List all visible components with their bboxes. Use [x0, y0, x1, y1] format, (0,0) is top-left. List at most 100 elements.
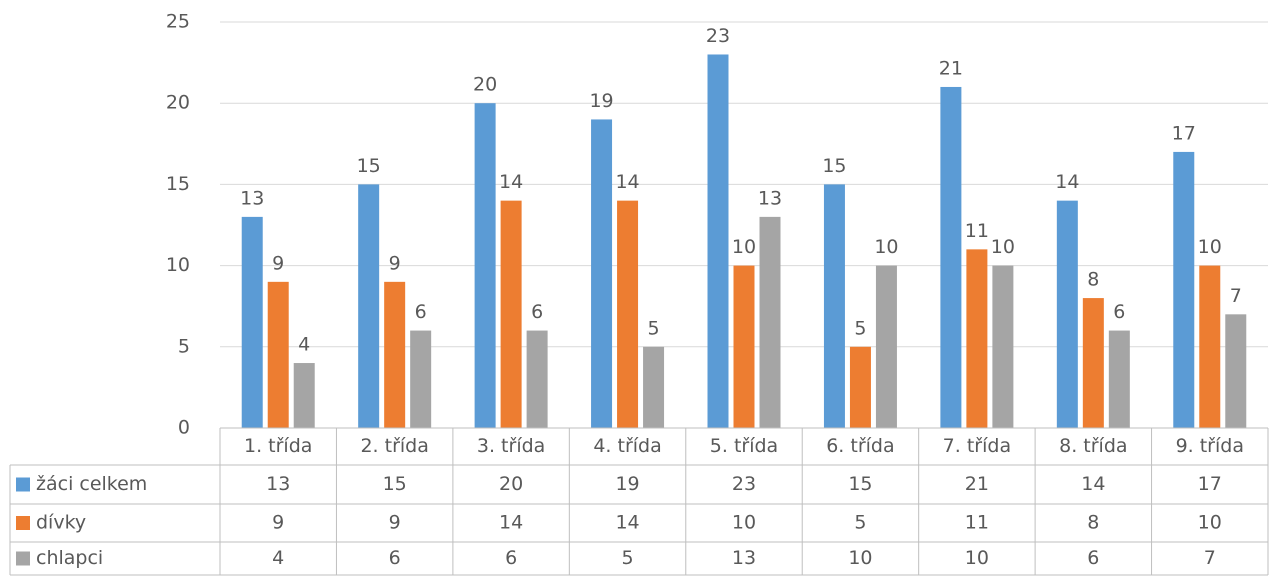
y-tick-label: 20 — [166, 92, 190, 114]
y-tick-label: 25 — [166, 11, 190, 33]
bar — [643, 346, 665, 428]
y-tick-label: 0 — [178, 417, 190, 439]
table-value: 4 — [272, 547, 284, 569]
data-label: 17 — [1172, 122, 1196, 144]
legend-key — [16, 516, 30, 530]
x-tick-label: 4. třída — [593, 435, 661, 457]
bar — [410, 330, 432, 428]
data-label: 13 — [240, 187, 264, 209]
bar — [849, 346, 871, 428]
data-label: 11 — [965, 220, 989, 242]
table-value: 10 — [848, 547, 872, 569]
data-label: 15 — [822, 155, 846, 177]
table-value: 14 — [499, 512, 523, 534]
x-tick-label: 1. třída — [244, 435, 312, 457]
data-label: 4 — [298, 334, 310, 356]
legend-key — [16, 477, 30, 492]
bar — [1199, 265, 1221, 428]
data-label: 5 — [648, 317, 660, 339]
bar — [1225, 314, 1247, 428]
table-value: 8 — [1087, 512, 1099, 534]
table-value: 10 — [965, 547, 989, 569]
data-label: 14 — [615, 171, 639, 193]
table-value: 10 — [1198, 512, 1222, 534]
table-value: 5 — [854, 512, 866, 534]
table-value: 15 — [383, 473, 407, 495]
data-label: 14 — [499, 171, 523, 193]
legend-label: chlapci — [36, 547, 103, 569]
data-label: 23 — [706, 25, 730, 47]
bar — [992, 265, 1014, 428]
table-value: 14 — [1081, 473, 1105, 495]
table-value: 11 — [965, 512, 989, 534]
table-value: 20 — [499, 473, 523, 495]
bar — [875, 265, 897, 428]
data-label: 6 — [1113, 301, 1125, 323]
table-value: 13 — [266, 473, 290, 495]
data-label: 21 — [939, 57, 963, 79]
table-value: 15 — [848, 473, 872, 495]
bar — [526, 330, 548, 428]
bar — [823, 184, 845, 428]
data-label: 6 — [415, 301, 427, 323]
table-value: 23 — [732, 473, 756, 495]
table-value: 5 — [622, 547, 634, 569]
x-tick-label: 7. třída — [943, 435, 1011, 457]
bar — [591, 119, 613, 428]
table-value: 9 — [272, 512, 284, 534]
table-value: 17 — [1198, 473, 1222, 495]
table-value: 14 — [615, 512, 639, 534]
data-label: 10 — [991, 236, 1015, 258]
table-value: 7 — [1204, 547, 1216, 569]
y-tick-label: 15 — [166, 173, 190, 195]
data-label: 14 — [1055, 171, 1079, 193]
bar — [1082, 298, 1104, 428]
x-tick-label: 6. třída — [826, 435, 894, 457]
data-label: 13 — [758, 187, 782, 209]
legend-label: dívky — [36, 512, 86, 534]
table-value: 6 — [505, 547, 517, 569]
table-value: 21 — [965, 473, 989, 495]
data-label: 9 — [389, 252, 401, 274]
y-tick-label: 5 — [178, 335, 190, 357]
data-label: 8 — [1087, 269, 1099, 291]
bar — [384, 281, 406, 428]
table-value: 19 — [615, 473, 639, 495]
data-label: 9 — [272, 252, 284, 274]
data-label: 6 — [531, 301, 543, 323]
bar — [940, 86, 962, 429]
bar — [707, 54, 729, 428]
table-value: 6 — [389, 547, 401, 569]
y-tick-label: 10 — [166, 254, 190, 276]
bar — [358, 184, 380, 428]
bar — [733, 265, 755, 428]
bar — [241, 216, 263, 428]
table-value: 6 — [1087, 547, 1099, 569]
bar — [1056, 200, 1078, 428]
data-label: 15 — [357, 155, 381, 177]
bar — [759, 216, 781, 428]
data-label: 7 — [1230, 285, 1242, 307]
bar — [267, 281, 289, 428]
bar — [474, 103, 496, 428]
bar — [500, 200, 522, 428]
table-value: 9 — [389, 512, 401, 534]
legend-key — [16, 551, 30, 566]
data-label: 5 — [854, 317, 866, 339]
x-tick-label: 2. třída — [360, 435, 428, 457]
data-label: 20 — [473, 74, 497, 96]
bar — [293, 363, 315, 428]
bar — [617, 200, 639, 428]
bar — [966, 249, 988, 428]
x-tick-label: 3. třída — [477, 435, 545, 457]
bar — [1108, 330, 1130, 428]
data-label: 10 — [732, 236, 756, 258]
table-value: 13 — [732, 547, 756, 569]
table-value: 10 — [732, 512, 756, 534]
x-tick-label: 5. třída — [710, 435, 778, 457]
x-tick-label: 9. třída — [1176, 435, 1244, 457]
legend-label: žáci celkem — [36, 473, 147, 495]
data-label: 10 — [874, 236, 898, 258]
x-tick-label: 8. třída — [1059, 435, 1127, 457]
